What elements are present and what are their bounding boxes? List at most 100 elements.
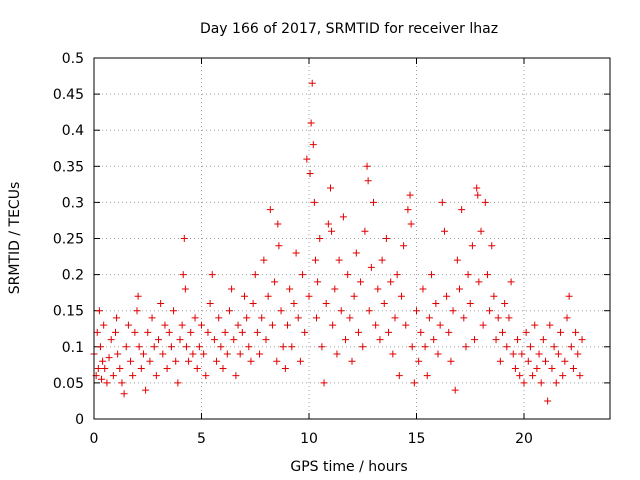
data-point [490,292,498,300]
data-point [159,350,167,358]
data-point [274,220,282,228]
data-point [118,379,126,387]
y-tick-label: 0 [75,412,84,428]
x-tick-label: 20 [515,431,533,447]
data-point [228,285,236,293]
data-point [518,350,526,358]
data-point [337,307,345,315]
data-point [230,336,238,344]
data-point [322,299,330,307]
data-point [443,292,451,300]
data-point [219,364,227,372]
data-point [413,307,420,315]
data-point [451,386,459,394]
data-point [344,271,352,279]
data-point [105,354,113,362]
data-point [354,328,362,336]
data-point [333,350,341,358]
data-point [204,328,212,336]
data-point [335,256,343,264]
data-point [210,336,218,344]
data-point [264,292,272,300]
data-point [262,336,270,344]
data-point [116,364,124,372]
data-point [546,321,554,329]
data-point [475,278,483,286]
y-tick-label: 0.5 [62,51,84,67]
data-point [511,364,519,372]
data-point [316,235,324,242]
data-point [260,256,268,264]
data-point [557,328,565,336]
data-point [342,336,350,344]
data-point [303,155,311,163]
data-point [100,321,108,329]
data-point [382,235,390,242]
y-tick-label: 0.3 [62,195,84,211]
data-point [364,177,372,185]
data-point [245,343,253,351]
data-point [380,299,388,307]
data-point [466,299,474,307]
data-point [531,321,539,329]
data-point [509,350,517,358]
data-point [391,314,399,322]
data-point [503,343,511,351]
data-point [544,397,552,405]
data-point [107,336,115,344]
data-point [180,235,188,242]
data-point [339,213,347,221]
data-point [176,336,184,344]
data-point [397,292,405,300]
data-point [134,292,142,300]
data-point [438,198,446,206]
data-point [554,350,562,358]
data-point [477,227,485,235]
data-point [533,364,541,372]
data-point [458,206,466,214]
data-point [221,328,229,336]
data-point [150,343,158,351]
data-point [456,285,463,293]
data-point [430,336,438,344]
data-point [181,285,189,293]
data-point [94,364,102,372]
data-point [407,220,415,228]
data-point [320,379,328,387]
data-point [402,321,410,329]
data-point [114,350,122,358]
data-point [273,357,281,365]
data-point [294,314,302,322]
data-point [279,343,287,351]
data-point [374,285,382,293]
data-point [200,350,208,358]
data-point [313,314,321,322]
data-point [93,328,101,336]
data-point [95,307,103,315]
data-point [127,357,135,365]
data-point [468,242,476,250]
data-point [139,350,147,358]
data-point [572,328,580,336]
data-point [182,343,190,351]
data-point [408,343,416,351]
data-point [256,350,264,358]
y-tick-label: 0.45 [53,87,84,103]
y-tick-label: 0.25 [53,232,84,248]
data-point [268,321,276,329]
data-point [247,357,255,365]
data-point [378,256,386,264]
data-point [552,379,560,387]
data-point [361,227,369,235]
data-point [148,314,156,322]
data-point [561,357,569,365]
data-point [213,357,221,365]
data-point [445,328,453,336]
data-point [163,364,171,372]
data-point [96,343,104,351]
data-point [327,184,334,192]
data-point [453,256,461,264]
data-point [309,141,317,149]
data-point [346,314,354,322]
data-point [501,299,509,307]
